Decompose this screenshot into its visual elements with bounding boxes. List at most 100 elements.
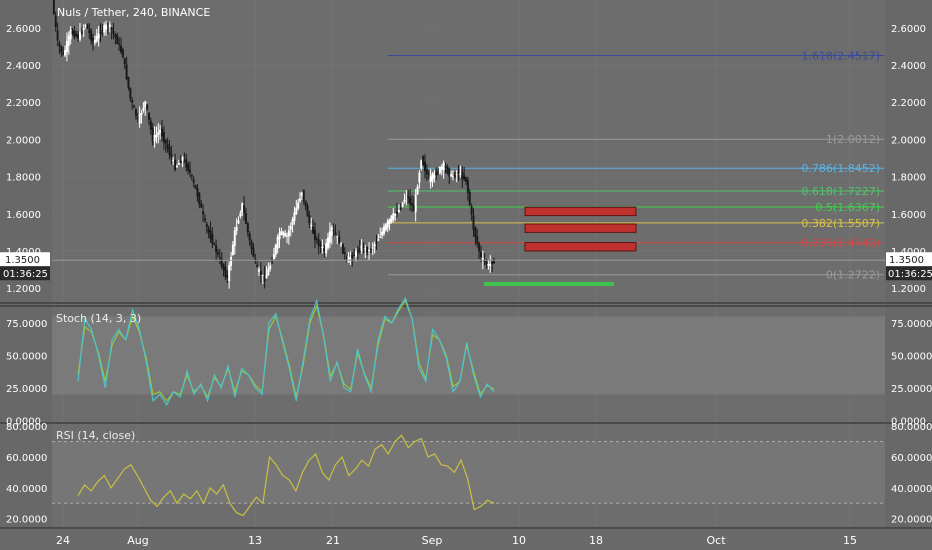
candle-body: [254, 258, 257, 260]
time-tick-label: 21: [326, 534, 340, 547]
candle-body: [144, 101, 147, 108]
candle-body: [463, 175, 466, 180]
rsi-title: RSI (14, close): [56, 429, 136, 442]
candle-body: [183, 159, 186, 161]
candle-body: [265, 274, 268, 279]
candle-body: [250, 241, 253, 250]
stoch-title: Stoch (14, 3, 3): [56, 312, 142, 325]
candle-body: [433, 172, 436, 179]
candle-body: [222, 264, 225, 271]
candle-body: [172, 160, 175, 162]
candle-body: [211, 234, 214, 245]
last-price-tag-right: [886, 252, 932, 267]
candle-body: [375, 242, 378, 244]
candle-body: [440, 166, 443, 170]
price-tick-left: 2.2000: [6, 98, 41, 109]
time-tick-label: 15: [843, 534, 857, 547]
time-tick-label: Sep: [422, 534, 443, 547]
candle-body: [82, 27, 85, 31]
candle-body: [146, 104, 149, 110]
candle-body: [280, 231, 283, 235]
candle-body: [351, 254, 354, 259]
candle-body: [155, 134, 158, 138]
candle-body: [140, 112, 143, 115]
candle-body: [123, 58, 126, 65]
fib-level-label: 0.786(1.8452): [801, 162, 880, 175]
candle-body: [485, 261, 488, 265]
candle-body: [410, 203, 413, 206]
candle-body: [287, 230, 290, 237]
candle-body: [457, 172, 460, 175]
candle-body: [295, 207, 298, 214]
rsi-tick-left: 20.0000: [6, 515, 47, 526]
candle-body: [258, 269, 261, 272]
candle-body: [230, 256, 233, 266]
candle-body: [345, 257, 348, 259]
candle-body: [478, 243, 481, 252]
candle-body: [377, 239, 380, 241]
stoch-tick-right: 75.0000: [891, 319, 932, 330]
rsi-tick-right: 80.0000: [891, 422, 932, 433]
candle-body: [453, 173, 456, 178]
candle-body: [166, 143, 169, 150]
candle-body: [159, 129, 162, 133]
stoch-d-line: [77, 299, 495, 402]
price-tick-left: 2.0000: [6, 135, 41, 146]
candle-body: [474, 227, 477, 238]
candle-body: [239, 213, 242, 217]
candle-body: [200, 203, 203, 208]
candle-body: [340, 243, 343, 245]
candle-body: [175, 165, 178, 167]
candle-body: [237, 220, 240, 224]
time-tick-label: Oct: [706, 534, 726, 547]
candle-body: [54, 15, 57, 28]
candle-body: [149, 121, 152, 130]
candle-body: [336, 236, 339, 238]
last-price-value-left: 1.3500: [5, 255, 40, 266]
candle-body: [202, 211, 205, 215]
candle-body: [185, 159, 188, 168]
candle-body: [291, 219, 294, 226]
candle-body: [246, 223, 249, 233]
candle-body: [52, 0, 55, 15]
price-tick-right: 1.8000: [891, 173, 926, 184]
candle-body: [422, 156, 425, 166]
candle-body: [451, 176, 454, 178]
candle-body: [466, 179, 469, 193]
price-tick-left: 1.6000: [6, 210, 41, 221]
candle-body: [358, 248, 361, 252]
candle-body: [62, 52, 65, 55]
candle-body: [349, 257, 352, 259]
candle-body: [207, 227, 210, 233]
candle-body: [465, 177, 468, 182]
candle-body: [248, 233, 251, 241]
candle-body: [414, 194, 417, 213]
stoch-tick-left: 50.0000: [6, 351, 47, 362]
candle-body: [427, 176, 430, 179]
candle-body: [147, 112, 150, 120]
candle-body: [334, 232, 337, 235]
candle-body: [192, 179, 195, 183]
candle-body: [65, 41, 68, 53]
price-tick-right: 2.2000: [891, 98, 926, 109]
candle-body: [416, 186, 419, 195]
candle-body: [190, 175, 193, 177]
candle-body: [121, 49, 124, 58]
candle-body: [276, 236, 279, 249]
sell-zone-box: [524, 223, 637, 233]
stoch-k-line: [77, 296, 495, 406]
rsi-tick-left: 80.0000: [6, 422, 47, 433]
candle-body: [360, 245, 363, 251]
stoch-tick-right: 50.0000: [891, 351, 932, 362]
fib-level-label: 0.5(1.6367): [815, 201, 880, 214]
candle-body: [80, 31, 83, 33]
candle-body: [289, 225, 292, 230]
candle-body: [243, 205, 246, 213]
candle-body: [381, 231, 384, 236]
candle-body: [382, 226, 385, 234]
candle-body: [252, 247, 255, 257]
candle-body: [56, 30, 59, 41]
candle-body: [196, 188, 199, 197]
candle-body: [134, 108, 137, 116]
